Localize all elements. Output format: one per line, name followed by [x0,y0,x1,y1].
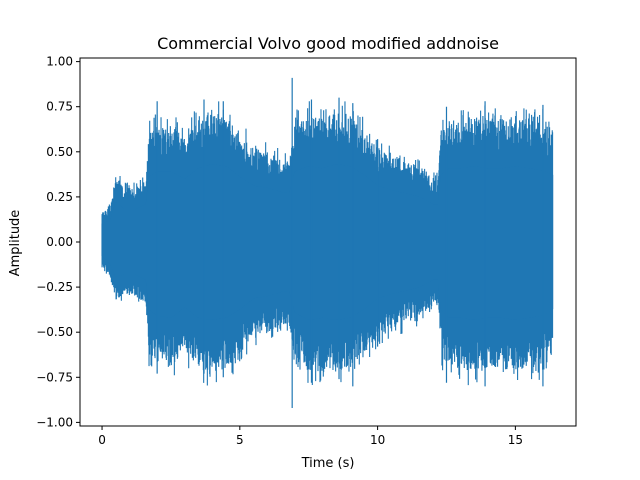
y-tick-label: −1.00 [36,415,73,429]
y-axis: −1.00 −0.75 −0.50 −0.25 0.00 0.25 0.50 0.75 1.00 [36,55,80,429]
y-tick-label: 1.00 [46,55,73,69]
y-tick-label: −0.25 [36,280,73,294]
y-tick-label: 0.75 [46,100,73,114]
x-tick-label: 0 [98,433,106,447]
waveform-series [101,77,554,408]
plot-area [79,57,577,427]
chart-title: Commercial Volvo good modified addnoise [157,34,499,53]
y-tick-label: 0.50 [46,145,73,159]
y-tick-label: −0.75 [36,370,73,384]
y-tick-label: −0.50 [36,325,73,339]
y-tick-label: 0.25 [46,190,73,204]
x-axis: 0 5 10 15 [98,426,523,447]
x-tick-label: 5 [236,433,244,447]
y-tick-label: 0.00 [46,235,73,249]
y-axis-label: Amplitude [8,210,23,277]
x-axis-label: Time (s) [301,456,355,471]
x-tick-label: 10 [370,433,385,447]
x-tick-label: 15 [508,433,523,447]
